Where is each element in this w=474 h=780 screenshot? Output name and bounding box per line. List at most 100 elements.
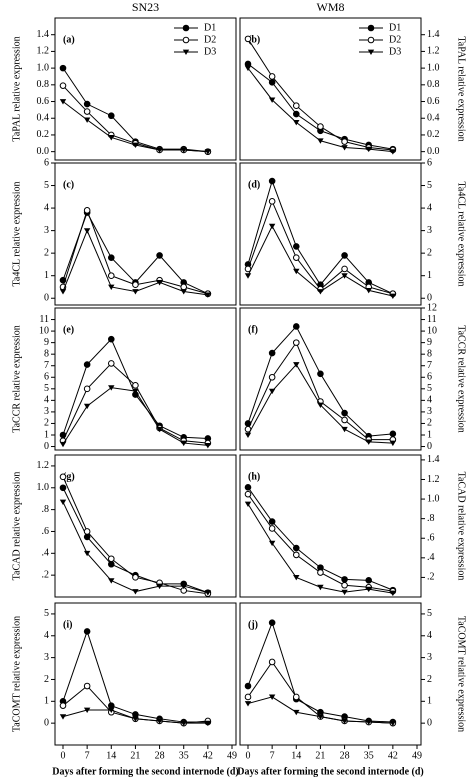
marker — [156, 718, 163, 724]
marker — [108, 284, 115, 290]
marker — [293, 362, 300, 368]
series-line — [247, 199, 393, 295]
y-tick-label: 0 — [427, 441, 432, 452]
y-tick-label: 2 — [44, 247, 49, 258]
y-tick-label: 1 — [44, 429, 49, 440]
marker — [365, 439, 372, 445]
y-tick-label: 3 — [44, 225, 49, 236]
y-tick-label: 12 — [427, 302, 437, 313]
y-tick-label: 2 — [427, 418, 432, 429]
marker — [108, 578, 115, 584]
marker — [107, 254, 115, 261]
y-tick-label: .8 — [42, 504, 50, 515]
series-line — [247, 493, 393, 592]
panel-label: (h) — [248, 471, 260, 482]
marker — [180, 720, 187, 727]
y-tick-label: 1.0 — [37, 482, 50, 493]
marker — [317, 138, 324, 144]
panel-label: (f) — [248, 324, 258, 335]
x-axis-label: Days after forming the second internode … — [52, 766, 238, 777]
series-line — [247, 179, 394, 295]
panel-label: (c) — [63, 179, 74, 190]
x-tick-label: 7 — [270, 750, 275, 761]
marker — [268, 79, 276, 86]
x-tick-label: 14 — [291, 750, 301, 761]
y-tick-label: 0.0 — [427, 146, 440, 157]
panel-frame — [54, 307, 237, 451]
legend-label: D1 — [204, 22, 216, 33]
y-tick-label: 0 — [44, 717, 49, 728]
x-tick-label: 0 — [246, 750, 251, 761]
marker — [244, 65, 252, 72]
marker — [244, 484, 252, 491]
marker — [341, 581, 348, 589]
y-tick-label: 0.0 — [37, 146, 50, 157]
y-tick-label: 5 — [427, 180, 432, 191]
y-tick-label: 6 — [427, 372, 432, 383]
panel-frame — [239, 162, 422, 306]
y-tick-label: 3 — [427, 225, 432, 236]
marker — [268, 73, 276, 80]
marker — [244, 682, 252, 690]
marker — [389, 440, 397, 447]
marker — [292, 544, 300, 552]
legend-label: D3 — [204, 46, 216, 57]
x-axis-label: Days after forming the second internode … — [237, 766, 423, 777]
legend-label: D1 — [389, 22, 401, 33]
marker — [389, 720, 397, 727]
y-tick-label: .2 — [42, 569, 50, 580]
marker — [59, 484, 67, 492]
x-tick-label: 49 — [412, 750, 422, 761]
x-tick-label: 49 — [227, 750, 237, 761]
panel-frame — [54, 17, 237, 161]
marker — [341, 138, 348, 145]
marker — [156, 280, 163, 286]
y-tick-label: 1 — [427, 270, 432, 281]
y-tick-label: 4 — [44, 202, 49, 213]
column-title: SN23 — [132, 0, 159, 14]
marker — [389, 430, 397, 438]
y-tick-label: .4 — [42, 548, 50, 559]
y-tick-label: 2 — [44, 674, 49, 685]
marker — [107, 272, 115, 279]
panel-frame — [54, 162, 237, 306]
y-tick-label: 1 — [427, 429, 432, 440]
marker — [365, 287, 372, 294]
y-tick-label: 1.2 — [37, 46, 50, 57]
marker — [292, 110, 300, 118]
y-tick-label: 0 — [44, 293, 49, 304]
legend-marker — [182, 49, 190, 55]
marker — [244, 501, 252, 507]
y-tick-label: 1.0 — [427, 493, 440, 504]
marker — [389, 590, 397, 597]
marker — [244, 490, 252, 498]
marker — [268, 518, 276, 525]
legend-label: D3 — [389, 46, 401, 57]
y-tick-label: 1 — [427, 696, 432, 707]
y-tick-label: 9 — [44, 337, 49, 348]
marker — [59, 441, 67, 448]
y-tick-label: 7 — [427, 360, 432, 371]
panel-label: (a) — [63, 34, 75, 45]
marker — [292, 339, 300, 346]
marker — [107, 112, 115, 120]
y-tick-label: .2 — [427, 572, 435, 583]
marker — [132, 574, 139, 581]
x-tick-label: 35 — [364, 750, 374, 761]
marker — [268, 177, 276, 185]
marker — [204, 590, 212, 596]
y-tick-label: 9 — [427, 337, 432, 348]
y-tick-label: .6 — [42, 526, 50, 537]
marker — [59, 99, 67, 105]
y-tick-label: 11 — [39, 314, 49, 325]
marker — [107, 702, 115, 709]
marker — [83, 108, 91, 115]
marker — [132, 382, 139, 389]
y-tick-label: 2 — [427, 674, 432, 685]
panel-label: (j) — [248, 619, 258, 630]
x-tick-label: 21 — [315, 750, 325, 761]
marker — [268, 694, 276, 700]
y-axis-label: TaCAD relative expression — [11, 472, 22, 581]
marker — [59, 714, 67, 720]
